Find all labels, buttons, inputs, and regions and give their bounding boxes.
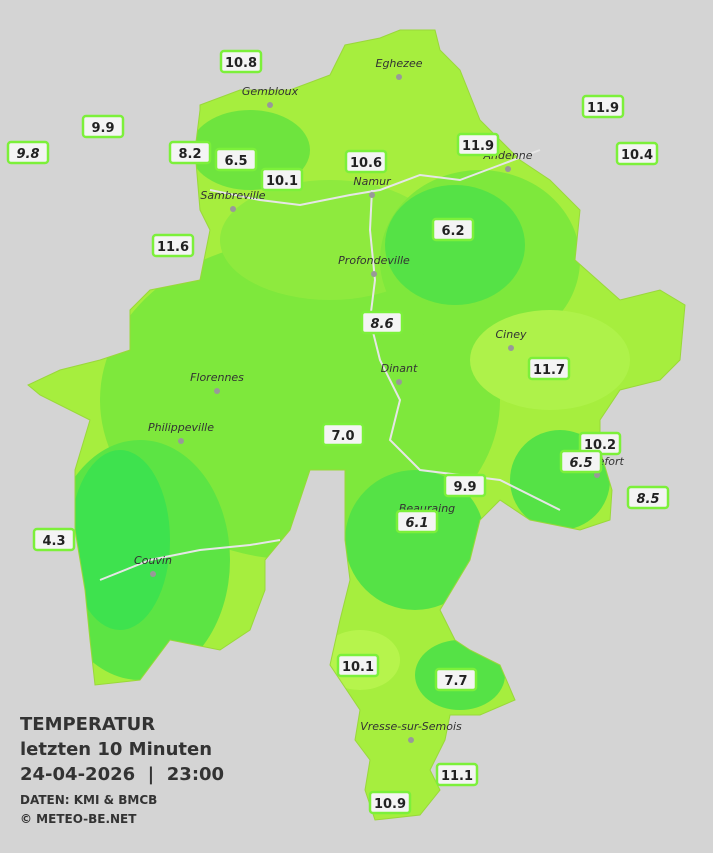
station-value: 4.3	[42, 534, 65, 549]
station-box	[395, 509, 439, 534]
city-dot	[594, 472, 600, 478]
station-box	[456, 132, 500, 157]
city-dot	[408, 737, 414, 743]
legend-source: DATEN: KMI & BMCB	[20, 793, 157, 807]
station-value: 10.1	[266, 174, 298, 189]
station-box	[559, 449, 603, 474]
river	[99, 539, 281, 581]
station-box	[214, 147, 258, 172]
city-dot	[508, 345, 514, 351]
station-value: 6.2	[441, 224, 464, 239]
station-value: 9.9	[453, 480, 476, 495]
station-value: 7.0	[331, 429, 354, 444]
station-value: 10.4	[621, 148, 653, 163]
station-box	[32, 527, 76, 552]
legend-title: TEMPERATUR	[20, 714, 155, 735]
city-label: Dinant	[381, 362, 418, 375]
city-dot	[396, 379, 402, 385]
city-dot	[369, 192, 375, 198]
station-box	[6, 140, 50, 165]
station-box	[615, 141, 659, 166]
city-label: Couvin	[134, 554, 172, 567]
river	[209, 149, 541, 207]
city-label: Florennes	[190, 371, 244, 384]
station-value: 9.8	[16, 147, 39, 162]
station-box	[443, 473, 487, 498]
cities: EghezeeGemblouxAndenneNamurSambrevillePr…	[134, 57, 624, 743]
city-dot	[396, 74, 402, 80]
city-label: Vresse-sur-Semois	[360, 720, 462, 733]
city-label: Philippeville	[148, 421, 214, 434]
station-value: 11.6	[157, 240, 189, 255]
city-label: Profondeville	[338, 254, 410, 267]
station-value: 11.1	[441, 769, 473, 784]
legend-datetime: 24-04-2026 | 23:00	[20, 764, 224, 785]
station-value: 10.1	[342, 660, 374, 675]
station-box	[431, 217, 475, 242]
station-box	[435, 762, 479, 787]
city-label: Gembloux	[242, 85, 299, 98]
legend-copyright: © METEO-BE.NET	[20, 812, 137, 826]
station-value: 8.2	[178, 147, 201, 162]
city-label: Ciney	[496, 328, 527, 341]
station-box	[219, 49, 263, 74]
station-box	[434, 667, 478, 692]
station-box	[81, 114, 125, 139]
city-dot	[505, 166, 511, 172]
station-box	[581, 94, 625, 119]
legend-period: letzten 10 Minuten	[20, 739, 212, 760]
station-value: 10.9	[374, 797, 406, 812]
station-box	[626, 485, 670, 510]
station-value: 11.7	[533, 363, 565, 378]
city-dot	[267, 102, 273, 108]
city-dot	[178, 438, 184, 444]
station-value: 7.7	[444, 674, 467, 689]
city-dot	[214, 388, 220, 394]
station-value: 8.6	[370, 317, 393, 332]
station-value: 11.9	[462, 139, 494, 154]
city-label: Eghezee	[376, 57, 423, 70]
city-label: Sambreville	[200, 189, 265, 202]
station-value: 10.8	[225, 56, 257, 71]
station-value: 11.9	[587, 101, 619, 116]
city-dot	[230, 206, 236, 212]
city-dot	[371, 271, 377, 277]
station-box	[360, 310, 404, 335]
station-box	[368, 790, 412, 815]
legend: TEMPERATUR letzten 10 Minuten 24-04-2026…	[20, 714, 224, 826]
station-value: 9.9	[91, 121, 114, 136]
station-box	[321, 422, 365, 447]
stations: 10.8 9.9 9.8 8.2 6.5 10.1 10.6 11.9 11.9 10.4 6.2 1…	[6, 49, 670, 815]
station-box	[151, 233, 195, 258]
station-box	[336, 653, 380, 678]
station-box	[260, 167, 304, 192]
station-box	[168, 140, 212, 165]
station-box	[527, 356, 571, 381]
station-value: 8.5	[636, 492, 659, 507]
city-dot	[150, 571, 156, 577]
station-value: 6.5	[569, 456, 592, 471]
station-value: 6.5	[224, 154, 247, 169]
city-label: Namur	[353, 175, 392, 188]
station-value: 6.1	[405, 516, 428, 531]
station-value: 10.2	[584, 438, 616, 453]
station-box	[344, 149, 388, 174]
station-value: 10.6	[350, 156, 382, 171]
